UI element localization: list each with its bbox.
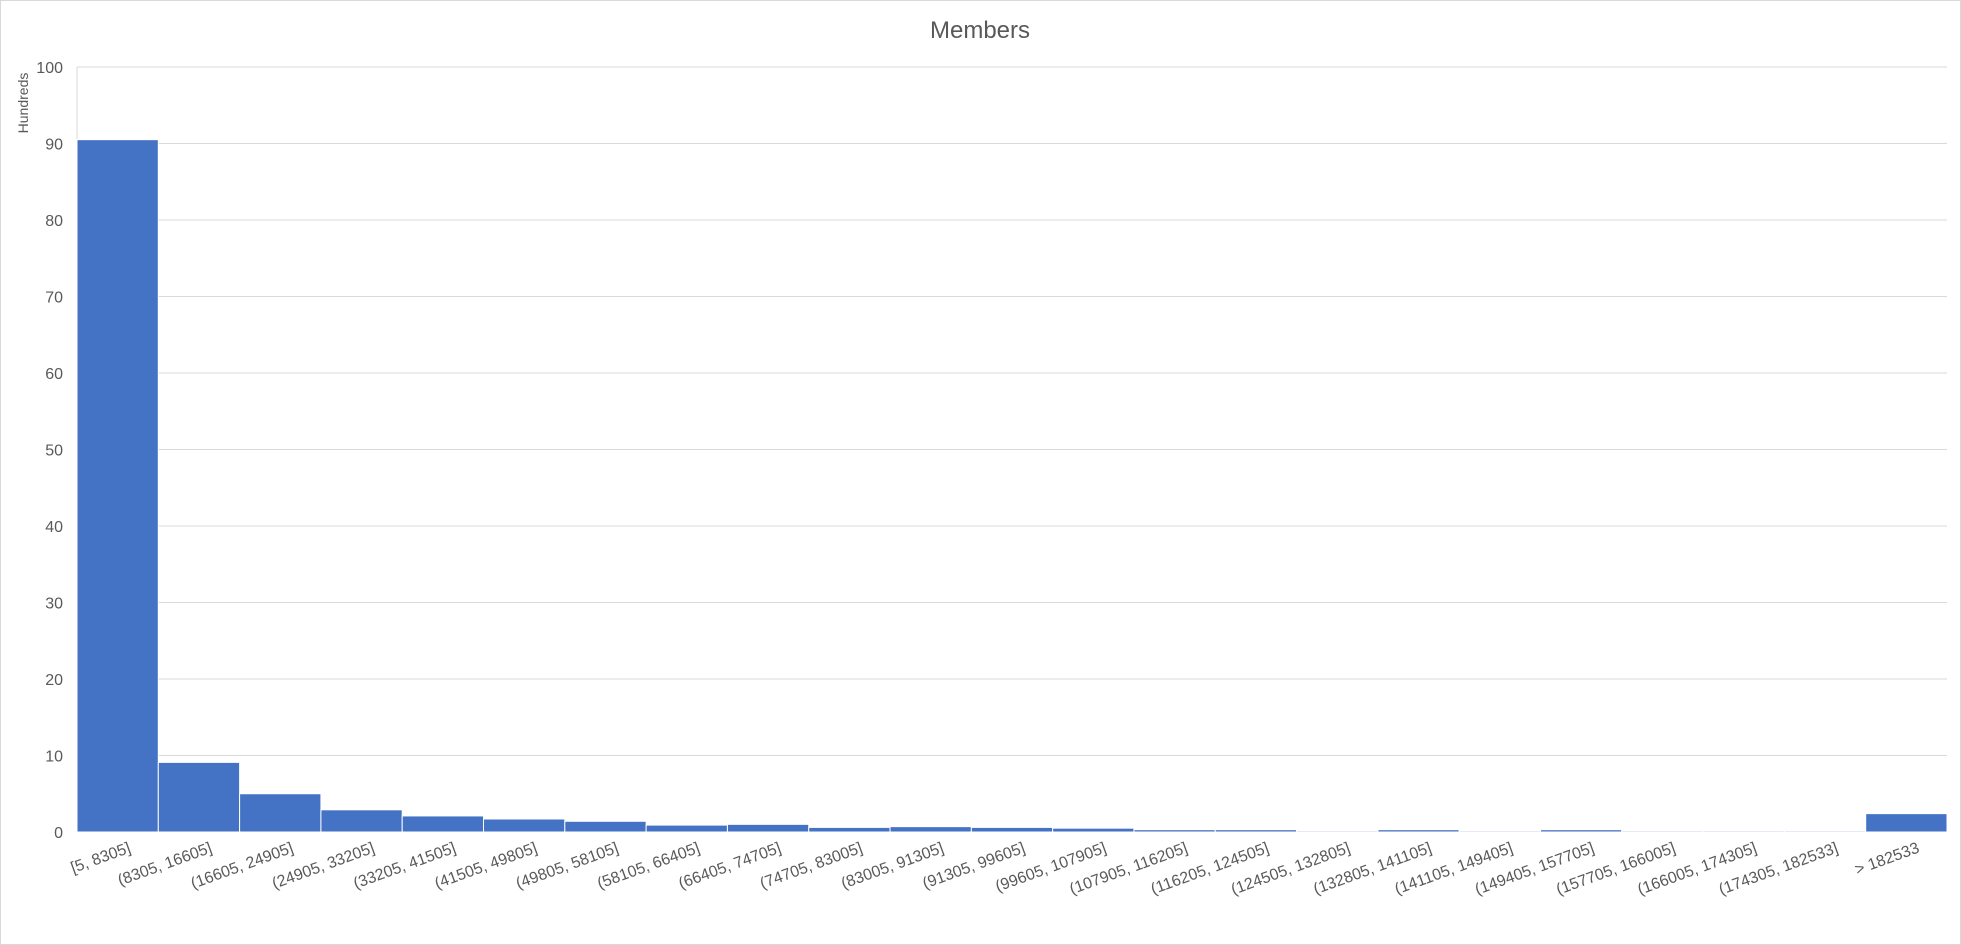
y-tick-label: 60: [45, 366, 63, 383]
y-axis-title: Hundreds: [15, 73, 31, 134]
y-tick-label: 40: [45, 519, 63, 536]
bar: [157, 761, 241, 833]
y-tick-label: 70: [45, 290, 63, 307]
bar: [1702, 830, 1785, 833]
y-tick-label: 90: [45, 137, 63, 154]
bar: [1783, 830, 1867, 833]
x-tick-labels: [5, 8305](8305, 16605](16605, 24905](249…: [69, 840, 1922, 899]
bar: [808, 826, 891, 833]
y-tick-label: 50: [45, 443, 63, 460]
y-tick-label: 20: [45, 672, 63, 689]
bar: [1865, 813, 1948, 833]
y-tick-label: 10: [45, 749, 63, 766]
bar: [889, 826, 972, 833]
bar: [564, 820, 647, 833]
bar: [1052, 827, 1135, 833]
y-tick-label: 0: [54, 825, 63, 842]
bar: [320, 809, 403, 833]
bar: [401, 815, 485, 833]
bar: [645, 824, 728, 833]
bars: [76, 139, 1948, 833]
bar: [970, 826, 1054, 833]
y-tick-label: 80: [45, 213, 63, 230]
y-tick-labels: 0 10 20 30 40 50 60 70 80 90 100: [36, 60, 63, 842]
bar: [1377, 829, 1460, 833]
bar: [1539, 829, 1623, 833]
bar: [483, 818, 566, 833]
x-tick-label: > 182533: [1853, 840, 1922, 879]
chart-title: Members: [930, 17, 1030, 44]
bar: [1214, 829, 1298, 833]
y-tick-label: 100: [36, 60, 63, 77]
bar: [1458, 830, 1541, 833]
bar: [76, 139, 159, 833]
gridlines: [76, 66, 1947, 833]
bar: [1133, 829, 1216, 833]
bar: [239, 793, 322, 833]
bar: [1296, 830, 1379, 833]
bar: [1621, 830, 1704, 833]
y-tick-label: 30: [45, 596, 63, 613]
bar: [726, 823, 810, 833]
